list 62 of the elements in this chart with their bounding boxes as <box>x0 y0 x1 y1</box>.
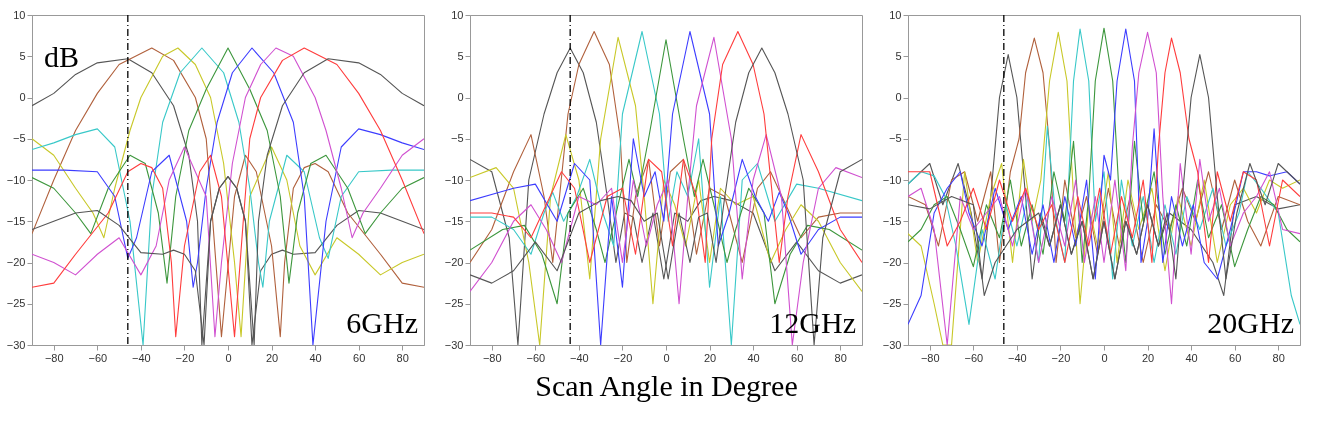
y-tick-label: −5 <box>12 132 26 145</box>
y-tick-label: 0 <box>19 91 26 103</box>
x-tick-label: 20 <box>703 351 717 364</box>
y-tick-label: 0 <box>895 91 902 103</box>
line-series <box>908 54 1300 297</box>
y-tick-label: −30 <box>444 338 464 351</box>
x-tick-label: 40 <box>1185 351 1198 364</box>
y-tick-label: −10 <box>444 173 464 186</box>
x-axis-title: Scan Angle in Degree <box>535 368 798 402</box>
y-tick-label: −5 <box>450 132 464 145</box>
x-tick-label: 80 <box>396 351 409 364</box>
y-tick-label: −10 <box>882 173 902 186</box>
x-tick-label: −40 <box>1008 351 1027 364</box>
y-tick-label: −15 <box>882 214 902 227</box>
x-tick-label: 40 <box>747 351 760 364</box>
x-tick-label: 0 <box>1101 351 1108 364</box>
x-tick-label: −80 <box>482 351 502 364</box>
x-tick-label: −20 <box>175 351 195 364</box>
x-tick-label: 20 <box>1141 351 1155 364</box>
x-tick-label: 0 <box>225 351 232 364</box>
x-tick-label: −20 <box>1051 351 1071 364</box>
x-tick-label: 60 <box>1229 351 1242 364</box>
y-tick-label: 10 <box>13 8 26 21</box>
x-tick-label: 20 <box>265 351 279 364</box>
y-tick-label: −30 <box>6 338 26 351</box>
x-tick-label: −20 <box>613 351 633 364</box>
y-tick-label: −20 <box>6 256 26 268</box>
x-tick-label: −60 <box>88 351 108 364</box>
y-tick-label: 0 <box>457 91 464 103</box>
y-tick-label: −25 <box>882 297 902 310</box>
y-tick-label: −20 <box>882 256 902 268</box>
x-tick-label: 0 <box>663 351 670 364</box>
y-tick-label: −5 <box>888 132 902 145</box>
y-axis-title: dB <box>44 40 80 73</box>
y-tick-label: 5 <box>19 49 26 62</box>
x-tick-label: −80 <box>44 351 64 364</box>
x-tick-label: −40 <box>570 351 589 364</box>
y-tick-label: −20 <box>444 256 464 268</box>
annotation: 20GHz <box>1207 306 1294 339</box>
y-tick-label: −10 <box>6 173 26 186</box>
annotation: 12GHz <box>769 306 856 339</box>
x-tick-label: −80 <box>920 351 940 364</box>
annotation: 6GHz <box>346 306 418 339</box>
line-series <box>470 30 862 264</box>
y-tick-label: −15 <box>6 214 26 227</box>
x-tick-label: 40 <box>309 351 322 364</box>
line-series <box>32 47 424 284</box>
x-tick-label: 60 <box>791 351 804 364</box>
x-tick-label: −40 <box>132 351 151 364</box>
y-tick-label: −15 <box>444 214 464 227</box>
y-tick-label: 5 <box>457 49 464 62</box>
y-tick-label: 5 <box>895 49 902 62</box>
y-tick-label: 10 <box>889 8 902 21</box>
x-tick-label: −60 <box>964 351 984 364</box>
y-tick-label: −25 <box>6 297 26 310</box>
y-tick-label: −25 <box>444 297 464 310</box>
y-tick-label: 10 <box>451 8 464 21</box>
y-tick-label: −30 <box>882 338 902 351</box>
x-tick-label: 60 <box>353 351 366 364</box>
x-tick-label: 80 <box>1272 351 1285 364</box>
x-tick-label: 80 <box>834 351 847 364</box>
x-tick-label: −60 <box>526 351 546 364</box>
